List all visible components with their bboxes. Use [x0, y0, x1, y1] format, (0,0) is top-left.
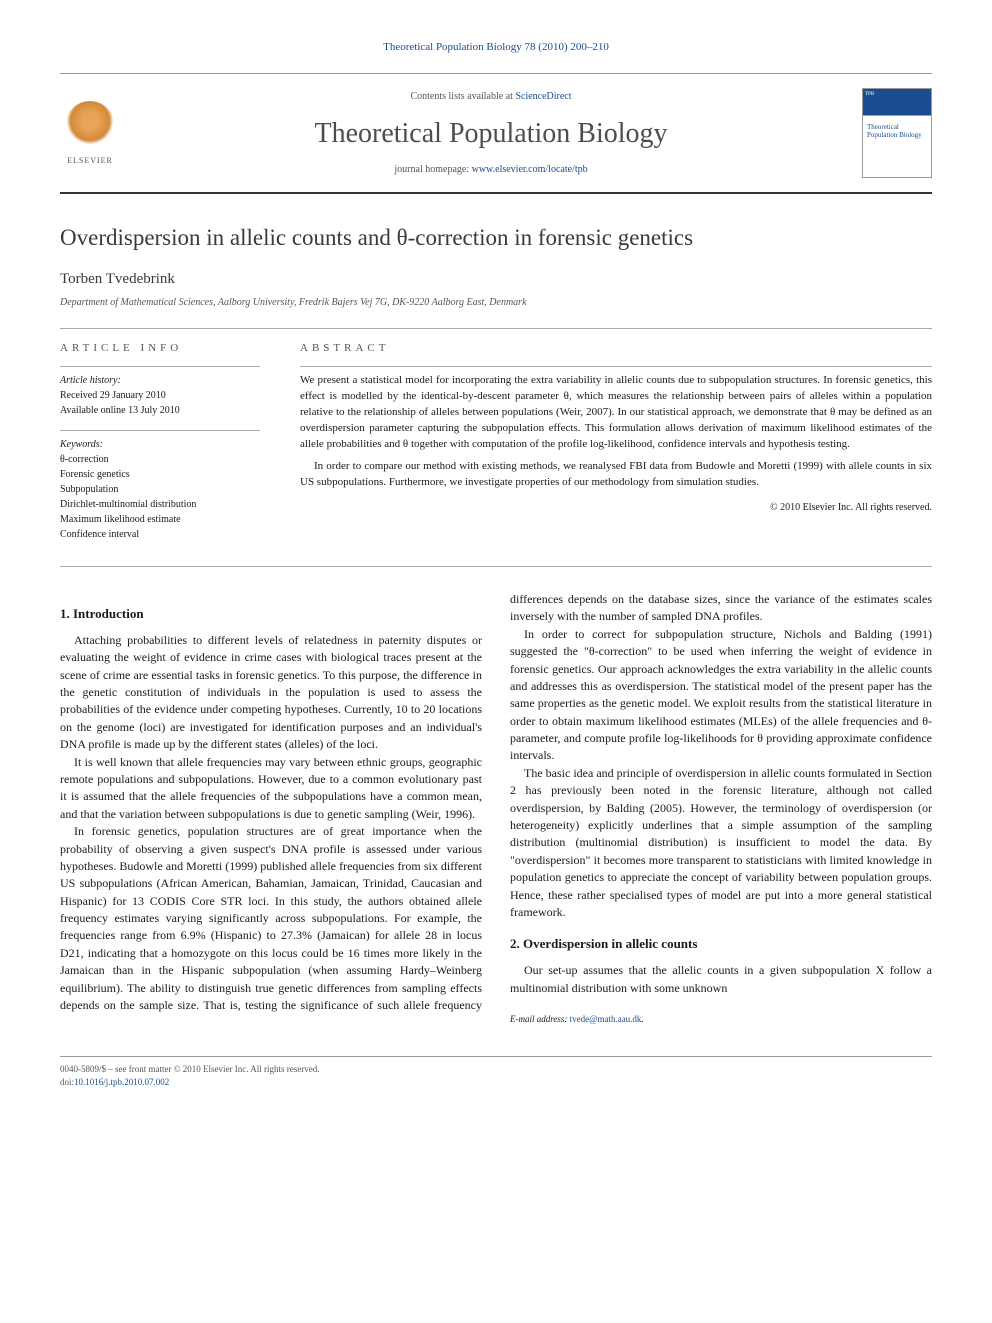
- keywords-block: Keywords: θ-correction Forensic genetics…: [60, 437, 260, 542]
- journal-title: Theoretical Population Biology: [140, 114, 842, 153]
- email-block: E-mail address: tvede@math.aau.dk.: [510, 1013, 932, 1026]
- keyword-item: Dirichlet-multinomial distribution: [60, 497, 260, 512]
- doi-label: doi:: [60, 1077, 74, 1087]
- section-heading: 1. Introduction: [60, 605, 482, 624]
- copyright-line: © 2010 Elsevier Inc. All rights reserved…: [300, 501, 932, 515]
- keyword-item: θ-correction: [60, 452, 260, 467]
- abstract-heading: ABSTRACT: [300, 341, 932, 356]
- doi-link[interactable]: 10.1016/j.tpb.2010.07.002: [74, 1077, 169, 1087]
- abstract-column: ABSTRACT We present a statistical model …: [300, 341, 932, 554]
- body-paragraph: In order to correct for subpopulation st…: [510, 626, 932, 765]
- keywords-label: Keywords:: [60, 437, 260, 452]
- received-date: Received 29 January 2010: [60, 388, 260, 403]
- keyword-item: Maximum likelihood estimate: [60, 512, 260, 527]
- article-info-column: ARTICLE INFO Article history: Received 2…: [60, 341, 260, 554]
- elsevier-logo: ELSEVIER: [60, 98, 120, 168]
- footer: 0040-5809/$ – see front matter © 2010 El…: [60, 1056, 932, 1088]
- available-date: Available online 13 July 2010: [60, 403, 260, 418]
- issn-line: 0040-5809/$ – see front matter © 2010 El…: [60, 1063, 932, 1076]
- history-label: Article history:: [60, 373, 260, 388]
- divider: [300, 366, 932, 367]
- body-paragraph: It is well known that allele frequencies…: [60, 754, 482, 824]
- masthead: ELSEVIER Contents lists available at Sci…: [60, 73, 932, 194]
- masthead-center: Contents lists available at ScienceDirec…: [140, 90, 842, 177]
- email-link[interactable]: tvede@math.aau.dk: [570, 1014, 642, 1024]
- divider: [60, 566, 932, 567]
- divider: [60, 366, 260, 367]
- cover-title: Theoretical Population Biology: [865, 122, 929, 141]
- homepage-line: journal homepage: www.elsevier.com/locat…: [140, 163, 842, 177]
- article-body: 1. Introduction Attaching probabilities …: [60, 591, 932, 1026]
- elsevier-tree-icon: [65, 101, 115, 151]
- header-citation: Theoretical Population Biology 78 (2010)…: [60, 40, 932, 55]
- keyword-item: Subpopulation: [60, 482, 260, 497]
- doi-line: doi:10.1016/j.tpb.2010.07.002: [60, 1076, 932, 1089]
- article-history-block: Article history: Received 29 January 201…: [60, 373, 260, 418]
- body-paragraph: Attaching probabilities to different lev…: [60, 632, 482, 754]
- sciencedirect-link[interactable]: ScienceDirect: [515, 91, 571, 102]
- contents-prefix: Contents lists available at: [410, 91, 515, 102]
- article-title: Overdispersion in allelic counts and θ-c…: [60, 222, 932, 254]
- divider: [60, 430, 260, 431]
- body-paragraph: Our set-up assumes that the allelic coun…: [510, 962, 932, 997]
- author-affiliation: Department of Mathematical Sciences, Aal…: [60, 296, 932, 310]
- abstract-paragraph: We present a statistical model for incor…: [300, 373, 932, 453]
- contents-available-line: Contents lists available at ScienceDirec…: [140, 90, 842, 104]
- divider: [60, 328, 932, 329]
- journal-cover-thumbnail: TPB Theoretical Population Biology: [862, 88, 932, 178]
- homepage-link[interactable]: www.elsevier.com/locate/tpb: [472, 164, 588, 175]
- abstract-paragraph: In order to compare our method with exis…: [300, 459, 932, 491]
- section-heading: 2. Overdispersion in allelic counts: [510, 935, 932, 954]
- publisher-name: ELSEVIER: [67, 155, 113, 166]
- keyword-item: Forensic genetics: [60, 467, 260, 482]
- keyword-item: Confidence interval: [60, 527, 260, 542]
- homepage-prefix: journal homepage:: [394, 164, 471, 175]
- body-paragraph: The basic idea and principle of overdisp…: [510, 765, 932, 922]
- email-label: E-mail address:: [510, 1014, 570, 1024]
- article-info-heading: ARTICLE INFO: [60, 341, 260, 356]
- abstract-text: We present a statistical model for incor…: [300, 373, 932, 491]
- author-name: Torben Tvedebrink: [60, 269, 932, 290]
